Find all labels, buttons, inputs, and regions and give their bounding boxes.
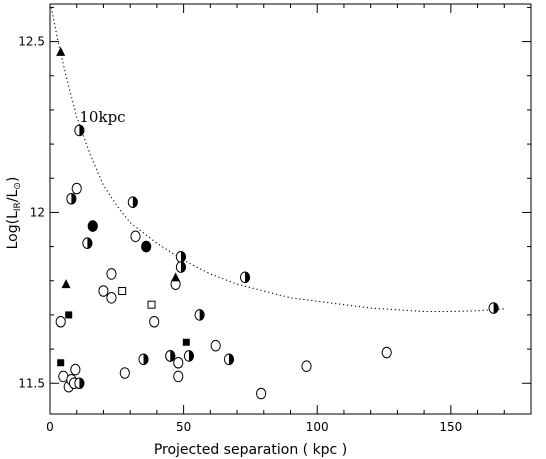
x-tick-label: 150 — [439, 420, 462, 434]
curve-line — [50, 7, 505, 313]
marker-fill — [170, 350, 175, 362]
open-circle-point — [173, 356, 184, 369]
half-filled-circle-point — [74, 124, 85, 137]
marker-shape — [119, 367, 130, 379]
marker-shape — [98, 285, 109, 297]
open-circle-point — [106, 268, 117, 280]
filled-square-point — [182, 338, 190, 346]
filled-triangle-point — [61, 279, 71, 289]
marker-shape — [130, 230, 141, 243]
half-filled-circle-point — [165, 350, 176, 362]
open-circle-point — [98, 285, 109, 297]
marker-shape — [70, 363, 81, 376]
filled-circle-point — [87, 220, 98, 232]
marker-shape — [65, 311, 73, 319]
x-tick-label: 100 — [306, 420, 329, 434]
y-tick-label: 11.5 — [18, 376, 45, 390]
open-circle-point — [149, 315, 160, 328]
marker-shape — [173, 356, 184, 369]
marker-shape — [71, 182, 82, 195]
marker-shape — [57, 359, 65, 367]
open-circle-point — [301, 360, 312, 372]
marker-fill — [180, 251, 186, 263]
marker-shape — [106, 268, 117, 280]
marker-fill — [245, 272, 250, 283]
half-filled-circle-point — [66, 192, 77, 205]
filled-triangle-point — [171, 272, 181, 282]
marker-fill — [71, 193, 76, 205]
half-filled-circle-point — [183, 350, 195, 362]
plot-frame — [49, 3, 532, 415]
filled-circle-point — [141, 240, 152, 253]
half-filled-circle-point — [223, 353, 235, 366]
marker-fill — [132, 196, 138, 208]
marker-shape — [106, 292, 117, 304]
open-circle-point — [256, 387, 267, 400]
half-filled-circle-point — [239, 271, 251, 284]
marker-shape — [210, 339, 221, 352]
marker-fill — [79, 377, 84, 389]
labels: 0 50 100 150 11.5 12 12.5 10kpc Projected separa… — [5, 35, 462, 458]
marker-fill — [79, 125, 84, 136]
open-circle-point — [210, 339, 221, 352]
curve-annotation: 10kpc — [79, 108, 125, 126]
marker-fill — [493, 302, 499, 314]
filled-square-point — [57, 359, 65, 367]
filled-square-point — [65, 311, 73, 319]
open-square-point — [118, 287, 127, 295]
data-points — [55, 46, 499, 400]
marker-shape — [171, 272, 181, 282]
half-filled-circle-point — [175, 261, 187, 273]
marker-shape — [182, 338, 190, 346]
half-filled-circle-point — [175, 251, 187, 263]
marker-fill — [87, 237, 93, 249]
marker-shape — [55, 315, 66, 328]
marker-fill — [229, 354, 234, 365]
y-tick-label: 12 — [30, 205, 45, 219]
marker-shape — [87, 220, 98, 232]
axes — [49, 3, 532, 415]
open-circle-point — [130, 230, 141, 243]
open-circle-point — [119, 367, 130, 379]
open-circle-point — [71, 182, 82, 195]
marker-fill — [180, 261, 186, 273]
marker-shape — [61, 279, 71, 289]
open-circle-point — [106, 292, 117, 304]
y-axis-title: Log(LIR/L⊙) — [5, 177, 23, 250]
separation-limit-curve — [50, 7, 505, 313]
x-tick-label: 50 — [176, 420, 191, 434]
marker-shape — [118, 287, 127, 295]
half-filled-circle-point — [82, 237, 93, 249]
open-circle-point — [70, 363, 81, 376]
marker-fill — [188, 350, 194, 362]
marker-shape — [56, 46, 66, 56]
filled-triangle-point — [56, 46, 66, 56]
marker-shape — [301, 360, 312, 372]
x-axis-title: Projected separation ( kpc ) — [154, 442, 347, 458]
x-tick-label: 0 — [46, 420, 54, 434]
marker-fill — [199, 309, 205, 321]
half-filled-circle-point — [194, 309, 205, 321]
marker-fill — [143, 354, 149, 365]
marker-shape — [173, 370, 184, 383]
marker-shape — [147, 300, 156, 309]
half-filled-circle-point — [488, 302, 499, 314]
half-filled-circle-point — [138, 353, 149, 366]
open-square-point — [147, 300, 156, 309]
y-tick-label: 12.5 — [18, 35, 45, 49]
half-filled-circle-point — [74, 377, 85, 390]
half-filled-circle-point — [127, 196, 138, 208]
marker-shape — [381, 346, 392, 359]
marker-shape — [256, 387, 267, 400]
marker-shape — [141, 240, 152, 253]
open-circle-point — [381, 346, 392, 359]
marker-shape — [149, 315, 160, 328]
open-circle-point — [55, 315, 66, 328]
open-circle-point — [173, 370, 184, 383]
